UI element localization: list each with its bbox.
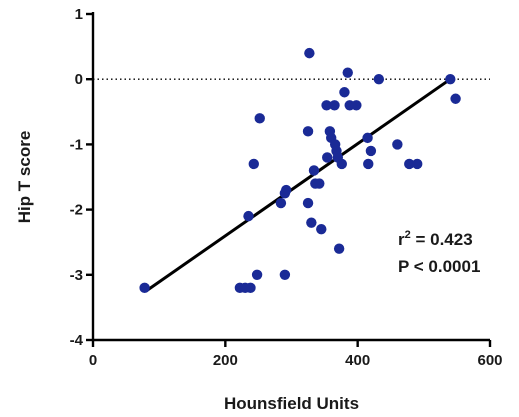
y-tick-label: -1	[70, 136, 83, 153]
data-point	[351, 100, 362, 111]
data-point	[139, 282, 150, 294]
r-squared-annotation: r2 = 0.423	[398, 229, 473, 249]
data-point	[445, 74, 456, 85]
data-point	[333, 243, 345, 254]
data-point	[373, 74, 385, 85]
r2-value: = 0.423	[411, 230, 473, 249]
data-point	[316, 223, 327, 235]
data-point	[365, 145, 377, 157]
data-point	[245, 282, 256, 294]
x-axis-title: Hounsfield Units	[224, 394, 359, 413]
data-point	[254, 113, 265, 124]
data-point	[450, 93, 461, 104]
y-tick-label: -2	[70, 202, 83, 219]
data-point	[251, 269, 263, 280]
data-point	[404, 158, 415, 170]
plot-area	[93, 77, 490, 293]
data-point	[336, 158, 347, 170]
regression-line	[145, 77, 452, 293]
data-points	[139, 47, 461, 294]
data-point	[308, 165, 320, 176]
data-point	[279, 269, 291, 280]
data-point	[392, 139, 403, 150]
y-tick-label: 1	[75, 6, 83, 23]
data-point	[243, 210, 254, 222]
data-point	[306, 217, 317, 228]
y-tick-label: -4	[70, 332, 84, 349]
data-point	[314, 178, 325, 189]
data-point	[322, 152, 333, 163]
y-tick-label: 0	[75, 71, 83, 88]
data-point	[304, 47, 315, 59]
data-point	[281, 184, 292, 196]
p-value-annotation: P < 0.0001	[398, 257, 480, 276]
r2-superscript: 2	[405, 229, 411, 241]
x-tick-label: 600	[477, 352, 502, 369]
y-axis-title: Hip T score	[15, 131, 34, 224]
x-tick-label: 200	[213, 352, 238, 369]
data-point	[339, 87, 350, 98]
data-point	[412, 158, 423, 170]
data-point	[275, 197, 287, 209]
data-point	[342, 67, 353, 78]
data-point	[248, 158, 259, 170]
axes: 1 0 -1 -2 -3 -4 0 200 400 600	[70, 6, 503, 369]
x-tick-label: 0	[89, 352, 97, 369]
data-point	[302, 126, 314, 137]
data-point	[329, 100, 340, 111]
data-point	[302, 197, 314, 209]
x-tick-label: 400	[345, 352, 370, 369]
y-tick-label: -3	[70, 267, 83, 284]
data-point	[321, 100, 332, 111]
data-point	[363, 158, 374, 170]
r2-symbol: r	[398, 230, 405, 249]
data-point	[362, 132, 373, 144]
